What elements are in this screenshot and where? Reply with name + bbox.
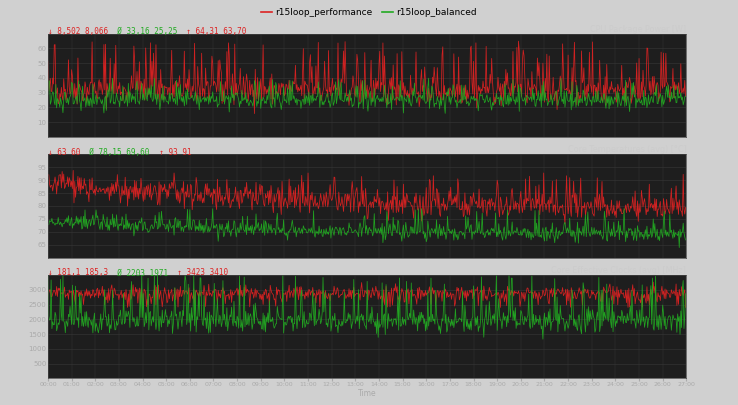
Text: CPU Package Power [W]: CPU Package Power [W]: [590, 25, 686, 34]
X-axis label: Time: Time: [358, 389, 376, 398]
Text: ↓ 181,1 185,3: ↓ 181,1 185,3: [48, 269, 108, 277]
Text: Ø 2203 1971: Ø 2203 1971: [108, 269, 168, 277]
Legend: r15loop_performance, r15loop_balanced: r15loop_performance, r15loop_balanced: [258, 4, 480, 21]
Text: ↓ 63 60: ↓ 63 60: [48, 148, 80, 157]
Text: ↑ 3423 3410: ↑ 3423 3410: [168, 269, 228, 277]
Text: ↑ 93 91: ↑ 93 91: [150, 148, 191, 157]
Text: Ø 78,15 69,60: Ø 78,15 69,60: [80, 148, 150, 157]
Text: Core Temperatures (avg) [°C]: Core Temperatures (avg) [°C]: [568, 145, 686, 154]
Text: ↓ 8,502 8,066: ↓ 8,502 8,066: [48, 27, 108, 36]
Text: Ø 33,16 25,25: Ø 33,16 25,25: [108, 27, 177, 36]
Text: Core Effective Clocks (avg) [MHz]: Core Effective Clocks (avg) [MHz]: [551, 266, 686, 275]
Text: ↑ 64,31 63,70: ↑ 64,31 63,70: [177, 27, 246, 36]
